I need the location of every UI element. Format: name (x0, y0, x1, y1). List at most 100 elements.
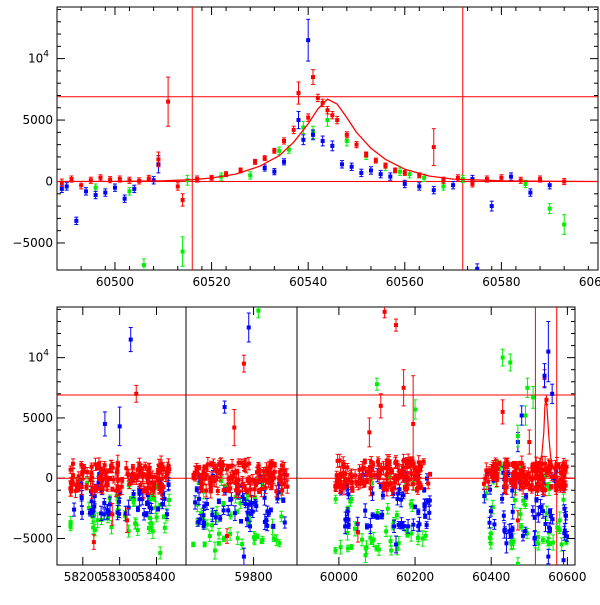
bottom-red-point (110, 512, 115, 517)
bottom-green-point (333, 548, 338, 553)
bottom-red-point (155, 478, 160, 483)
top-red-point (402, 170, 407, 175)
bottom-red-point (538, 484, 543, 489)
bottom-red-point (401, 385, 406, 390)
bottom-red-point (264, 467, 269, 472)
bottom-blue-point (380, 493, 385, 498)
bottom-green-point (191, 542, 196, 547)
bottom-red-point (228, 475, 233, 480)
bottom-red-point (524, 483, 529, 488)
bottom-red-point (349, 474, 354, 479)
bottom-red-point (267, 466, 272, 471)
bottom-red-point (362, 459, 367, 464)
bottom-red-point (252, 487, 257, 492)
bottom-red-point (371, 462, 376, 467)
bottom-blue-point (534, 497, 539, 502)
bottom-red-point (232, 425, 237, 430)
bottom-red-point (79, 485, 84, 490)
bottom-blue-point (92, 504, 97, 509)
bottom-red-point (555, 463, 560, 468)
bottom-red-point (270, 461, 275, 466)
bottom-red-point (337, 458, 342, 463)
bottom-red-point (278, 473, 283, 478)
top-blue-point (547, 183, 552, 188)
bottom-red-point (243, 463, 248, 468)
bottom-red-point (68, 467, 73, 472)
bottom-blue-point (254, 504, 259, 509)
bottom-red-point (358, 476, 363, 481)
bottom-blue-point (210, 512, 215, 517)
bottom-green-point (279, 514, 284, 519)
bottom-red-point (338, 471, 343, 476)
bottom-red-point (209, 462, 214, 467)
top-ytick-label: 0 (45, 175, 53, 189)
bottom-red-point (343, 471, 348, 476)
bottom-red-point (158, 465, 163, 470)
bottom-green-point (374, 382, 379, 387)
top-red-point (291, 127, 296, 132)
bottom-red-point (99, 472, 104, 477)
bottom-blue-point (202, 504, 207, 509)
bottom-green-point (235, 536, 240, 541)
bottom-xtick-label: 60200 (396, 570, 434, 584)
bottom-red-point (549, 474, 554, 479)
bottom-green-point (228, 513, 233, 518)
bottom-red-point (378, 468, 383, 473)
bottom-red-point (495, 467, 500, 472)
bottom-green-point (333, 497, 338, 502)
bottom-red-point (412, 473, 417, 478)
bottom-green-point (420, 536, 425, 541)
bottom-red-point (416, 460, 421, 465)
bottom-blue-point (282, 520, 287, 525)
bottom-plot-area-2 (297, 307, 575, 565)
bottom-xtick-label: 60000 (320, 570, 358, 584)
bottom-red-point (521, 465, 526, 470)
bottom-red-point (497, 461, 502, 466)
bottom-blue-point (546, 554, 551, 559)
bottom-blue-point (424, 523, 429, 528)
bottom-ytick-label: 0 (45, 471, 53, 485)
bottom-green-point (153, 505, 158, 510)
bottom-red-point (102, 469, 107, 474)
bottom-blue-point (218, 516, 223, 521)
bottom-blue-point (123, 511, 128, 516)
bottom-blue-point (198, 517, 203, 522)
bottom-green-point (162, 525, 167, 530)
bottom-blue-point (346, 492, 351, 497)
bottom-red-point (558, 485, 563, 490)
bottom-blue-point (201, 513, 206, 518)
bottom-red-point (127, 481, 132, 486)
top-red-point (330, 113, 335, 118)
top-blue-point (103, 190, 108, 195)
bottom-red-point (529, 483, 534, 488)
bottom-red-point (130, 472, 135, 477)
bottom-blue-point (364, 524, 369, 529)
bottom-xtick-label: 58400 (137, 570, 175, 584)
bottom-red-point (82, 465, 87, 470)
bottom-red-point (165, 472, 170, 477)
bottom-red-point (100, 486, 105, 491)
bottom-green-point (363, 553, 368, 558)
bottom-green-point (394, 513, 399, 518)
bottom-red-point (503, 472, 508, 477)
bottom-red-point (527, 440, 532, 445)
bottom-blue-point (520, 533, 525, 538)
bottom-red-point (400, 475, 405, 480)
top-xtick-label: 60600 (579, 275, 600, 289)
bottom-green-point (132, 497, 137, 502)
bottom-red-point (81, 469, 86, 474)
bottom-blue-point (363, 508, 368, 513)
bottom-green-point (405, 533, 410, 538)
bottom-green-point (255, 534, 260, 539)
bottom-red-point (244, 489, 249, 494)
top-red-point (455, 175, 460, 180)
bottom-blue-point (422, 502, 427, 507)
bottom-blue-point (216, 499, 221, 504)
bottom-red-point (348, 472, 353, 477)
bottom-blue-point (102, 500, 107, 505)
bottom-blue-point (117, 499, 122, 504)
bottom-green-point (559, 542, 564, 547)
bottom-red-point (96, 461, 101, 466)
bottom-green-point (202, 542, 207, 547)
bottom-green-point (133, 522, 138, 527)
